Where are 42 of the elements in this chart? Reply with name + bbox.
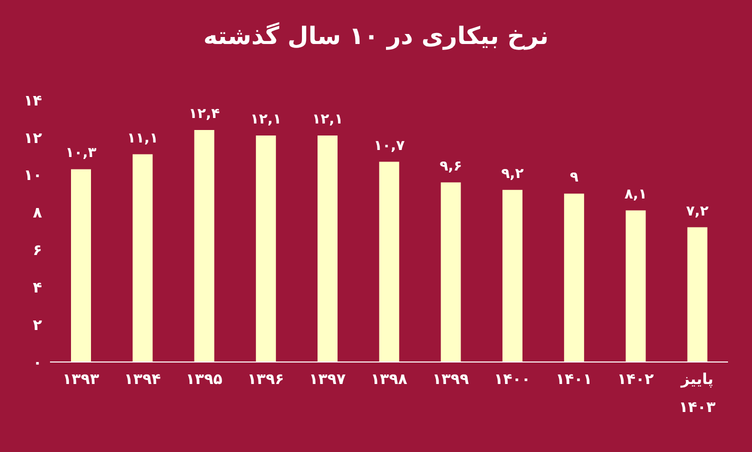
bar: [379, 162, 400, 362]
x-tick-label: ۱۳۹۷: [309, 370, 346, 388]
y-tick-label: ۶: [32, 241, 42, 260]
x-tick-label: ۱۳۹۸: [370, 370, 408, 388]
bar: [132, 154, 153, 362]
bar: [502, 190, 522, 362]
y-tick-label: ۲: [32, 316, 42, 334]
data-label: ۱۱,۱: [127, 130, 158, 146]
data-label: ۷,۲: [686, 203, 710, 220]
chart-title: نرخ بیکاری در ۱۰ سال گذشته: [202, 21, 550, 52]
data-label: ۹: [570, 170, 579, 186]
data-label: ۱۲,۱: [250, 112, 282, 128]
x-tick-label: ۱۳۹۶: [247, 370, 284, 388]
x-tick-label: ۱۴۰۲: [617, 370, 654, 388]
y-tick-label: ۸: [32, 204, 42, 222]
x-tick-label: پاییز ۱۴۰۳: [678, 370, 716, 416]
bar: [564, 194, 584, 362]
data-label: ۱۲,۱: [312, 112, 344, 128]
bar: [194, 130, 214, 362]
x-tick-label: ۱۴۰۱: [556, 370, 592, 388]
y-tick-label: ۴: [32, 278, 42, 296]
x-tick-label: ۱۴۰۰: [494, 370, 531, 388]
data-label: ۱۰,۷: [374, 138, 406, 154]
data-label: ۹,۲: [501, 166, 524, 182]
data-label: ۸,۱: [624, 186, 647, 202]
bar: [440, 182, 461, 362]
data-label: ۹,۶: [440, 158, 462, 174]
y-tick-label: ۱۴: [24, 91, 42, 110]
data-label: ۱۲,۴: [188, 106, 220, 122]
bar: [71, 169, 91, 362]
data-label: ۱۰,۳: [66, 145, 97, 162]
y-tick-label: ۱۲: [24, 128, 42, 147]
bar: [318, 136, 338, 362]
y-tick-label: ۰: [32, 353, 42, 372]
x-tick-label: ۱۳۹۴: [124, 370, 161, 388]
x-tick-label: ۱۳۹۳: [62, 370, 100, 388]
bar: [626, 210, 646, 362]
x-tick-label: ۱۳۹۹: [432, 370, 469, 388]
y-tick-label: ۱۰: [24, 166, 42, 184]
x-tick-label: ۱۳۹۵: [186, 370, 222, 388]
bar: [256, 136, 276, 362]
bar: [687, 227, 708, 362]
